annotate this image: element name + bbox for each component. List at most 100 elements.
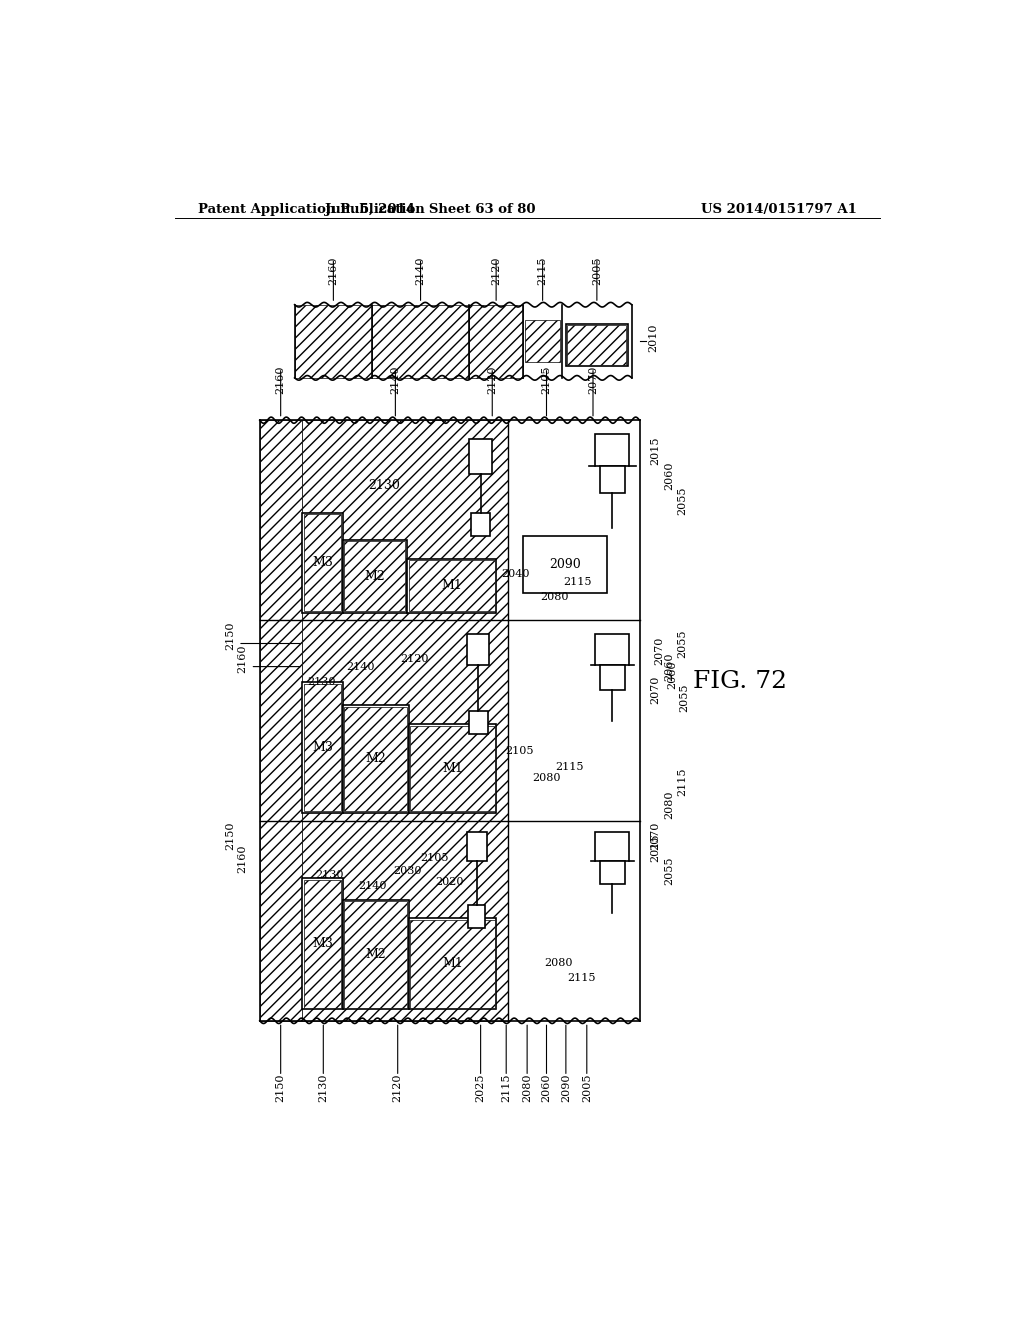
Bar [600, 665, 625, 689]
Text: M1: M1 [442, 957, 463, 970]
Text: 2080: 2080 [544, 958, 572, 968]
Bar [595, 635, 630, 665]
Text: 2160: 2160 [238, 644, 248, 673]
Bar [467, 832, 486, 862]
Bar [343, 705, 409, 813]
Text: 2010: 2010 [648, 323, 658, 351]
Text: 2055: 2055 [664, 857, 674, 884]
Text: 2060: 2060 [664, 652, 674, 681]
Text: 2080: 2080 [522, 1074, 532, 1102]
Text: 2005: 2005 [582, 1074, 592, 1102]
Text: M1: M1 [441, 579, 462, 593]
Text: 2120: 2120 [487, 366, 498, 395]
Bar [302, 512, 343, 612]
Bar [344, 541, 406, 611]
Text: 2015: 2015 [650, 437, 660, 465]
Text: 2150: 2150 [225, 622, 236, 649]
Text: 2055: 2055 [677, 487, 687, 515]
Bar [468, 906, 485, 928]
Text: 2080: 2080 [664, 791, 674, 820]
Text: 2080: 2080 [540, 593, 568, 602]
Text: 2115: 2115 [501, 1074, 511, 1102]
Text: 2130: 2130 [368, 479, 399, 492]
Text: M3: M3 [312, 937, 333, 950]
Bar [600, 466, 625, 494]
Bar [595, 832, 630, 861]
Bar [302, 821, 508, 1020]
Text: 2140: 2140 [357, 880, 386, 891]
Bar [409, 561, 495, 611]
Bar [302, 620, 508, 821]
Text: 2025: 2025 [475, 1074, 485, 1102]
Bar [372, 305, 469, 378]
Bar [302, 878, 343, 1010]
Bar [410, 920, 495, 1007]
Text: US 2014/0151797 A1: US 2014/0151797 A1 [700, 203, 856, 216]
Text: 2160: 2160 [238, 845, 248, 874]
Text: 2105: 2105 [505, 746, 534, 756]
Bar [523, 536, 607, 594]
Text: 2060: 2060 [542, 1074, 552, 1102]
Bar [562, 305, 632, 378]
Bar [524, 321, 560, 363]
Text: M2: M2 [366, 948, 386, 961]
Text: 2020: 2020 [435, 878, 464, 887]
Bar [304, 684, 341, 812]
Text: 2130: 2130 [318, 1074, 329, 1102]
Text: 2140: 2140 [346, 661, 375, 672]
Text: M3: M3 [312, 741, 333, 754]
Text: 2055: 2055 [677, 630, 687, 657]
Bar [410, 726, 495, 812]
Text: 2120: 2120 [492, 256, 501, 285]
Text: 2150: 2150 [225, 822, 236, 850]
Text: M2: M2 [365, 570, 385, 582]
Text: 2015: 2015 [650, 833, 660, 862]
Bar [567, 326, 627, 364]
Bar [409, 919, 496, 1010]
Bar [344, 706, 407, 812]
Bar [407, 558, 496, 612]
Text: 2115: 2115 [555, 762, 584, 772]
Bar [302, 682, 343, 813]
Bar [469, 440, 493, 474]
Bar [260, 420, 302, 1020]
Text: 2160: 2160 [329, 256, 338, 285]
Text: 2115: 2115 [677, 768, 687, 796]
Text: 2030: 2030 [393, 866, 421, 875]
Bar [469, 305, 523, 378]
Bar [304, 515, 341, 611]
Text: 2090: 2090 [561, 1074, 570, 1102]
Text: 2120: 2120 [400, 653, 429, 664]
Text: Patent Application Publication: Patent Application Publication [198, 203, 425, 216]
Text: M1: M1 [442, 762, 463, 775]
Bar [409, 725, 496, 813]
Bar [469, 711, 487, 734]
Text: 2060: 2060 [667, 660, 677, 689]
Text: 2040: 2040 [502, 569, 529, 579]
Text: M2: M2 [366, 752, 386, 766]
Text: M3: M3 [312, 556, 333, 569]
Bar [295, 305, 372, 378]
Text: 2130: 2130 [307, 677, 336, 686]
Text: 2070: 2070 [650, 676, 660, 704]
Bar [304, 880, 341, 1007]
Text: 2105: 2105 [420, 853, 449, 862]
Text: 2160: 2160 [275, 366, 286, 395]
Text: Jun. 5, 2014   Sheet 63 of 80: Jun. 5, 2014 Sheet 63 of 80 [325, 203, 536, 216]
Bar [471, 512, 489, 536]
Bar [595, 434, 630, 466]
Bar [600, 861, 625, 884]
Bar [344, 902, 407, 1007]
Text: 2070: 2070 [588, 366, 598, 393]
Text: 2140: 2140 [416, 256, 426, 285]
Text: 2115: 2115 [567, 973, 596, 983]
Text: 2070: 2070 [650, 822, 660, 850]
Text: 2090: 2090 [549, 558, 581, 572]
Text: 2060: 2060 [664, 462, 674, 490]
Text: FIG. 72: FIG. 72 [693, 671, 787, 693]
Text: 2105: 2105 [542, 366, 552, 395]
Text: 2055: 2055 [680, 684, 689, 711]
Bar [467, 635, 489, 665]
Text: 2130: 2130 [315, 870, 344, 879]
Text: 2115: 2115 [563, 577, 592, 587]
